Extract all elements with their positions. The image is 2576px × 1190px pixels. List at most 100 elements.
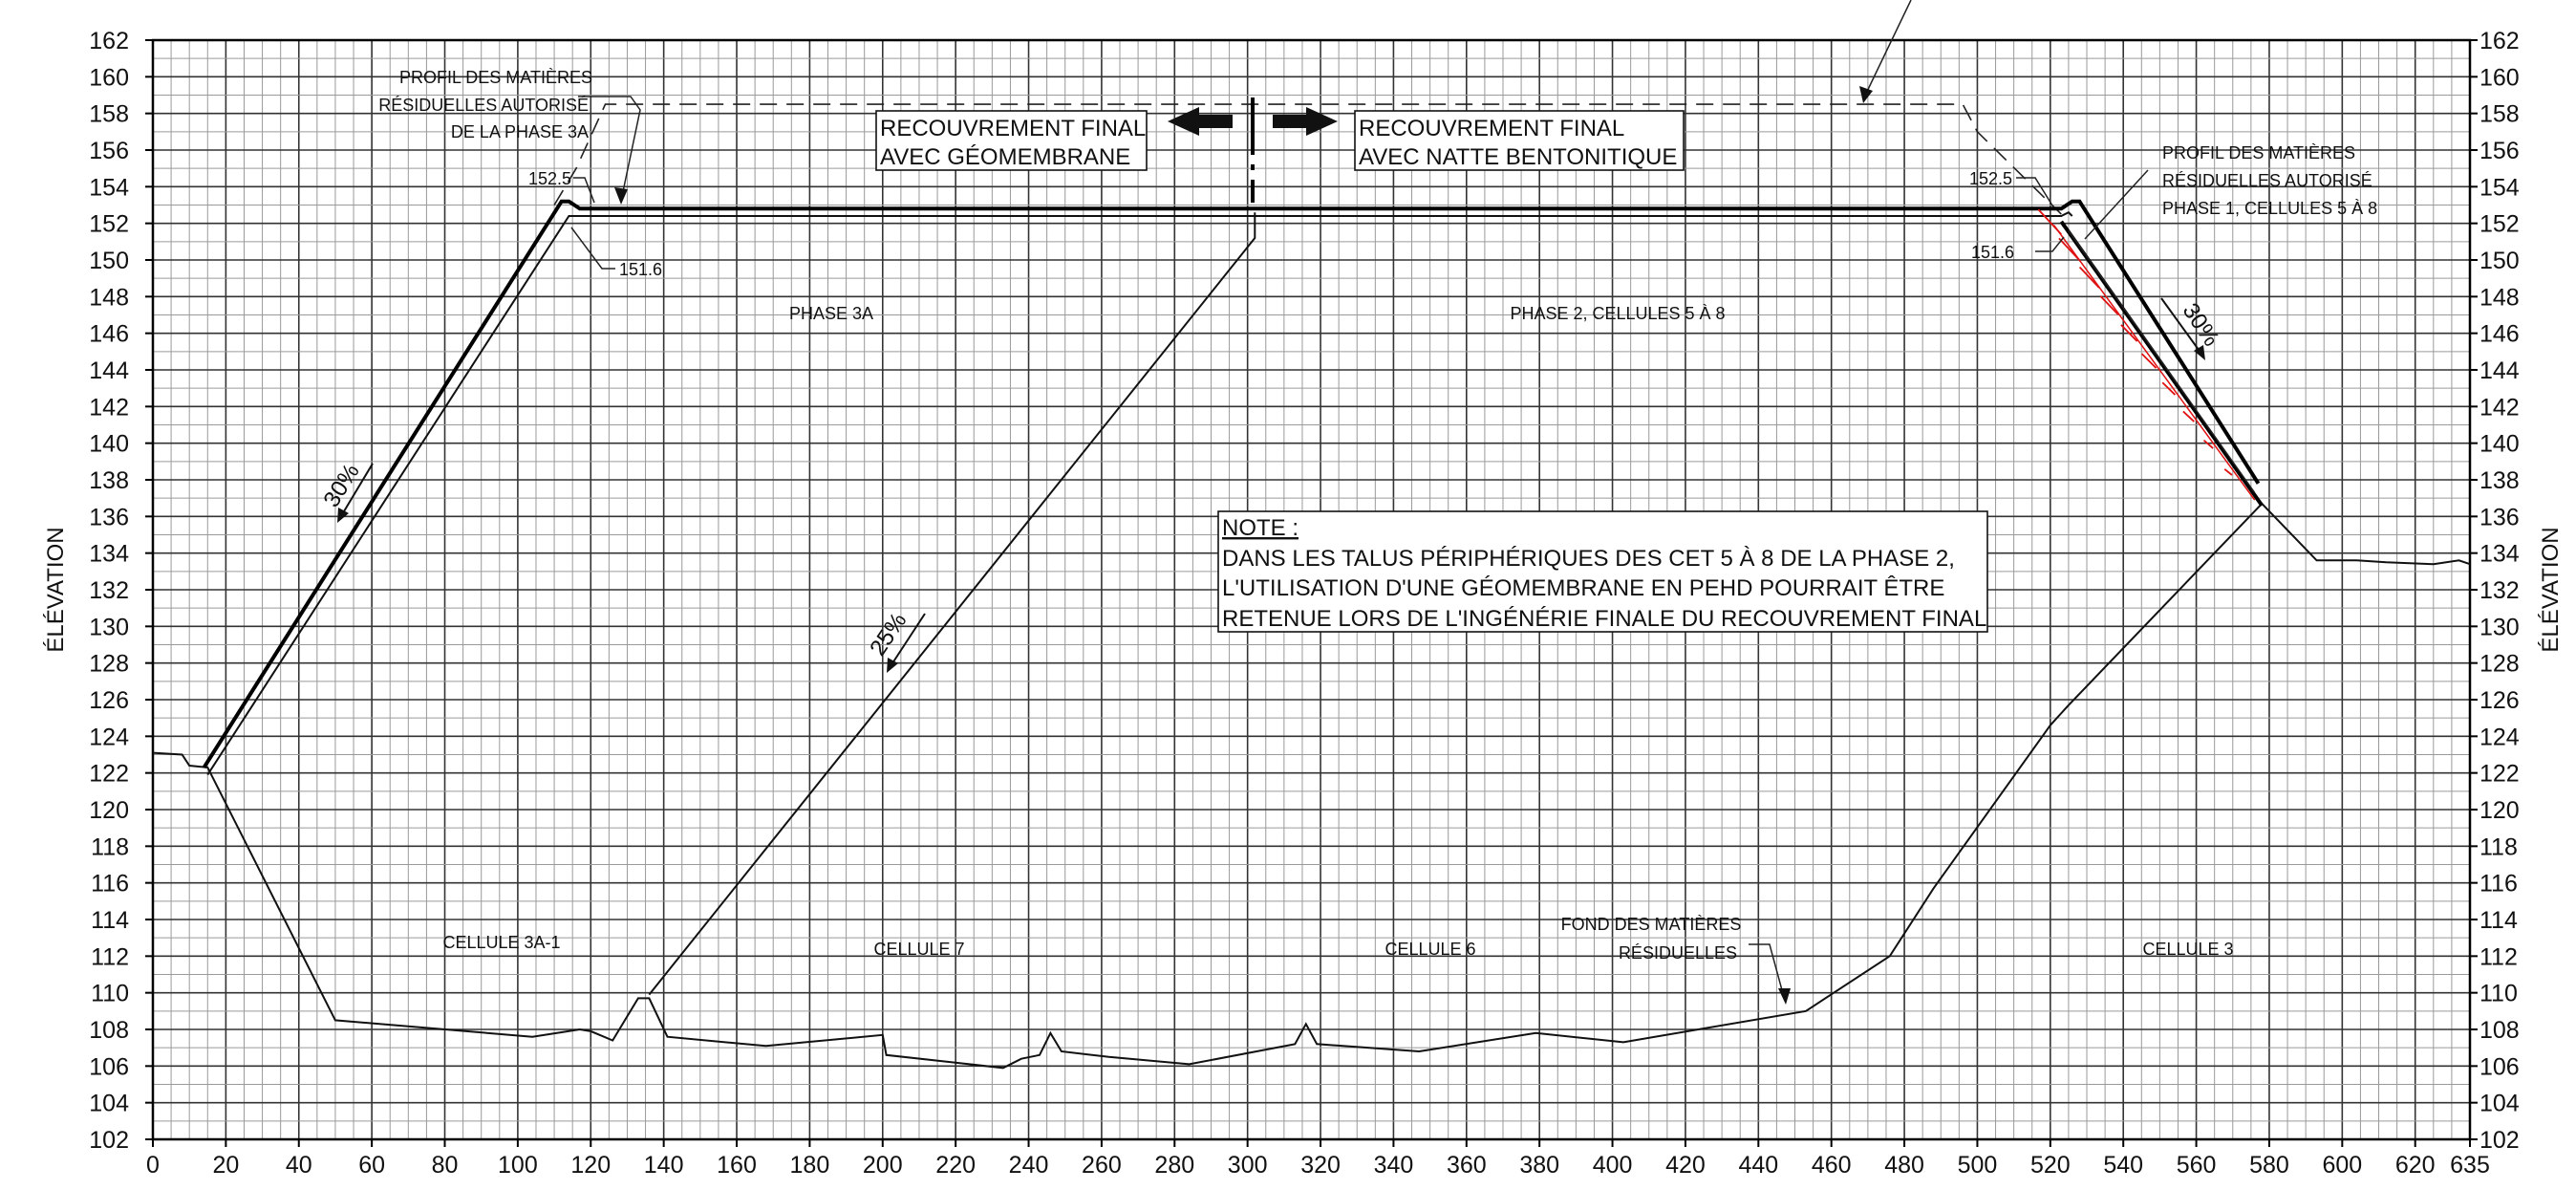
cover-right-line2: AVEC NATTE BENTONITIQUE <box>1359 144 1677 170</box>
y-tick-label-left: 104 <box>89 1091 129 1117</box>
final-cover-inner-line <box>206 210 2073 776</box>
x-tick-label: 420 <box>1665 1152 1706 1179</box>
y-tick-label-left: 152 <box>89 211 129 238</box>
y-tick-label-right: 144 <box>2479 357 2520 384</box>
y-tick-label-left: 126 <box>89 687 129 714</box>
y-tick-label-left: 144 <box>89 357 129 384</box>
y-tick-label-right: 140 <box>2479 431 2520 458</box>
slope-left-label: 30% <box>318 459 364 511</box>
x-tick-label: 635 <box>2450 1152 2490 1179</box>
y-tick-label-right: 148 <box>2479 284 2520 311</box>
hatch-line <box>2223 468 2233 476</box>
x-tick-label: 80 <box>432 1152 459 1179</box>
profil-right-line2: RÉSIDUELLES AUTORISÉ <box>2162 171 2372 190</box>
y-tick-label-left: 156 <box>89 138 129 164</box>
y-tick-label-right: 116 <box>2479 871 2518 898</box>
profil-left-line2: RÉSIDUELLES AUTORISÉ <box>378 96 589 115</box>
slope-right-label: 30% <box>2178 298 2224 351</box>
hatch-boundary <box>2052 225 2256 501</box>
slope-arrow-mid <box>890 613 926 667</box>
y-tick-label-right: 132 <box>2479 577 2520 604</box>
y-tick-label-right: 114 <box>2479 907 2518 934</box>
hatch-line <box>2099 295 2119 315</box>
y-tick-label-left: 148 <box>89 284 129 311</box>
leader-fond <box>1749 943 1786 1002</box>
y-tick-label-right: 118 <box>2479 833 2518 860</box>
y-tick-label-left: 112 <box>91 943 129 970</box>
profil-right-line1: PROFIL DES MATIÈRES <box>2162 143 2355 162</box>
note-line3: RETENUE LORS DE L'INGÉNÉRIE FINALE DU RE… <box>1222 606 1986 632</box>
y-tick-label-right: 142 <box>2479 394 2520 421</box>
leader-1525-right <box>2016 177 2053 206</box>
cellule-6-label: CELLULE 6 <box>1385 940 1475 959</box>
profil-right-line3: PHASE 1, CELLULES 5 À 8 <box>2162 199 2377 218</box>
cellule-7-label: CELLULE 7 <box>873 940 964 959</box>
note-box <box>1217 510 1988 633</box>
y-tick-label-right: 124 <box>2479 724 2520 750</box>
y-tick-label-left: 142 <box>89 394 129 421</box>
y-axis-label-left: ÉLÉVATION <box>43 527 69 652</box>
hatch-line <box>2037 208 2062 235</box>
cellule-3a1-label: CELLULE 3A-1 <box>442 933 560 952</box>
arrow-left-icon <box>1168 107 1233 136</box>
slope-arrowhead-right <box>2194 345 2205 360</box>
x-tick-label: 160 <box>717 1152 757 1179</box>
y-tick-label-left: 136 <box>89 504 129 530</box>
x-tick-label: 580 <box>2249 1152 2289 1179</box>
fond-line2: RÉSIDUELLES <box>1619 943 1737 963</box>
y-tick-label-right: 134 <box>2479 541 2520 568</box>
hatch-line <box>2078 266 2100 289</box>
x-tick-label: 200 <box>863 1152 903 1179</box>
x-tick-label: 300 <box>1228 1152 1268 1179</box>
x-tick-label: 480 <box>1884 1152 1924 1179</box>
note-title: NOTE : <box>1222 515 1299 541</box>
fill-limit-right-line <box>2068 229 2256 493</box>
hatch-line <box>2140 353 2157 369</box>
x-tick-label: 520 <box>2030 1152 2071 1179</box>
elev-1525-left: 152.5 <box>528 169 571 188</box>
leader-1516-left <box>570 227 615 270</box>
y-tick-label-left: 140 <box>89 431 129 458</box>
y-tick-label-right: 154 <box>2479 174 2520 201</box>
cover-right-box <box>1354 110 1685 171</box>
elev-1525-right: 152.5 <box>1969 169 2012 188</box>
x-tick-label: 180 <box>790 1152 830 1179</box>
y-tick-label-left: 162 <box>89 28 129 54</box>
slope-arrowhead-left <box>337 508 349 523</box>
y-tick-label-right: 130 <box>2479 614 2520 640</box>
x-tick-label: 260 <box>1082 1152 1122 1179</box>
y-tick-label-right: 104 <box>2479 1091 2520 1117</box>
arrowhead-profil-left <box>614 187 628 205</box>
y-tick-label-left: 146 <box>89 321 129 348</box>
elev-1516-left: 151.6 <box>619 260 662 279</box>
y-tick-label-right: 128 <box>2479 651 2520 678</box>
y-tick-label-left: 108 <box>89 1017 129 1044</box>
cellule-3-label: CELLULE 3 <box>2142 940 2233 959</box>
y-tick-label-left: 134 <box>89 541 129 568</box>
x-tick-label: 40 <box>286 1152 312 1179</box>
x-tick-label: 280 <box>1154 1152 1194 1179</box>
elev-1516-right: 151.6 <box>1971 243 2014 262</box>
y-tick-label-right: 152 <box>2479 211 2520 238</box>
x-tick-label: 0 <box>146 1152 160 1179</box>
leaders <box>570 0 2149 1002</box>
slope-mid-label: 25% <box>865 608 912 660</box>
y-tick-label-left: 158 <box>89 101 129 128</box>
y-tick-label-right: 112 <box>2479 943 2518 970</box>
y-tick-label-right: 162 <box>2479 28 2520 54</box>
y-tick-label-right: 106 <box>2479 1053 2520 1080</box>
x-tick-label: 220 <box>935 1152 976 1179</box>
y-tick-label-left: 116 <box>91 871 129 898</box>
leader-1516-right <box>2035 236 2065 252</box>
slope-arrows <box>337 297 2205 673</box>
profiles <box>152 103 2471 1070</box>
arrowhead-authorized-profile <box>1859 86 1873 103</box>
arrow-right-icon <box>1273 107 1338 136</box>
x-tick-label: 60 <box>358 1152 385 1179</box>
y-tick-label-right: 158 <box>2479 101 2520 128</box>
x-tick-label: 440 <box>1738 1152 1778 1179</box>
y-tick-label-left: 124 <box>89 724 129 750</box>
y-tick-label-left: 118 <box>91 833 129 860</box>
ground-profile-line <box>152 502 2471 1070</box>
